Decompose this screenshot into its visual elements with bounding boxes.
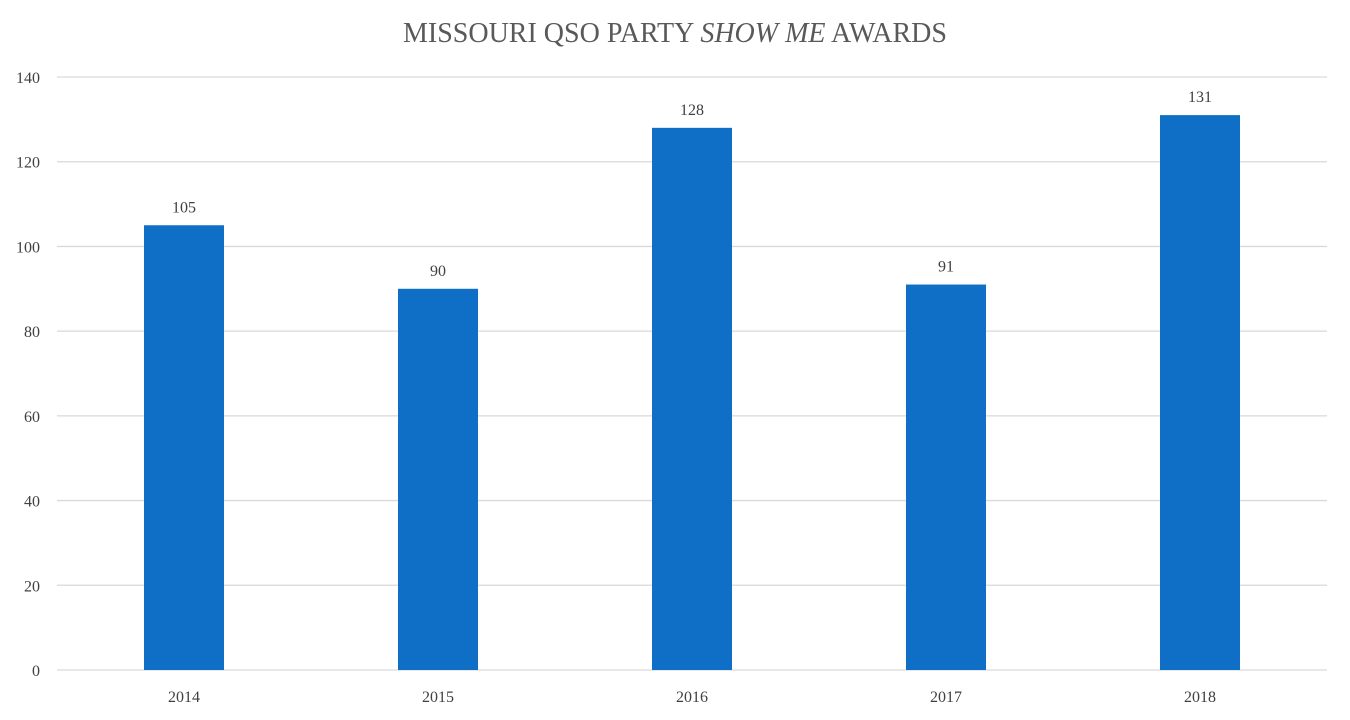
y-tick-label: 20 <box>24 578 40 595</box>
chart-title-pre: MISSOURI QSO PARTY <box>403 18 700 49</box>
chart-title-post: AWARDS <box>826 18 947 49</box>
data-label-2018: 131 <box>1188 89 1212 106</box>
y-tick-label: 120 <box>16 155 40 172</box>
bar-2017 <box>906 284 986 670</box>
y-tick-label: 0 <box>32 663 40 680</box>
x-tick-label-2014: 2014 <box>168 689 200 706</box>
bar-2014 <box>144 225 224 670</box>
bars <box>144 115 1240 671</box>
x-tick-label-2015: 2015 <box>422 689 454 706</box>
chart-title-italic: SHOW ME <box>700 18 825 49</box>
chart-title: MISSOURI QSO PARTY SHOW ME AWARDS <box>403 18 947 49</box>
y-tick-label: 60 <box>24 409 40 426</box>
data-label-2016: 128 <box>680 102 704 119</box>
x-tick-label-2016: 2016 <box>676 689 708 706</box>
x-axis-ticks: 2014 2015 2016 2017 2018 <box>168 689 1216 706</box>
y-axis-ticks: 0 20 40 60 80 100 120 140 <box>16 70 40 680</box>
bar-2015 <box>398 288 478 670</box>
x-tick-label-2018: 2018 <box>1184 689 1216 706</box>
data-labels: 105 90 128 91 131 <box>172 89 1212 280</box>
x-tick-label-2017: 2017 <box>930 689 962 706</box>
bar-2016 <box>652 127 732 671</box>
y-tick-label: 80 <box>24 324 40 341</box>
data-label-2015: 90 <box>430 263 446 280</box>
data-label-2017: 91 <box>938 259 954 276</box>
bar-2018 <box>1160 115 1240 670</box>
data-label-2014: 105 <box>172 199 196 216</box>
y-tick-label: 140 <box>16 70 40 87</box>
y-tick-label: 40 <box>24 494 40 511</box>
y-tick-label: 100 <box>16 239 40 256</box>
